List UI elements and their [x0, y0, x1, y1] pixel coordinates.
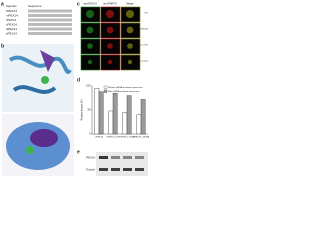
cell-signal: [87, 59, 93, 65]
panel-label: e: [77, 149, 80, 155]
alignment-row: rPEX14: [6, 18, 17, 22]
blot-band: [99, 168, 108, 171]
cell-signal: [86, 26, 94, 34]
alignment-row: xPEX14: [6, 22, 17, 26]
blot-band: [135, 156, 144, 159]
row-label: siPEX14 +WT: [134, 45, 148, 47]
column-label: anti-PMP70: [103, 2, 117, 6]
alignment-row: mPEX14: [6, 13, 18, 17]
cell-signal: [107, 59, 113, 65]
y-tick-label: 50: [88, 108, 91, 112]
panel-label: d: [77, 77, 80, 83]
bar: [98, 91, 104, 135]
x-tick-label: siPEX14: [95, 137, 104, 139]
cell-signal: [106, 26, 114, 34]
cell-signal: [107, 43, 113, 49]
sequence-bar: [28, 32, 72, 35]
helix: [12, 85, 57, 94]
residue: [41, 76, 49, 84]
x-tick-label: siPEX14 +W53A: [133, 136, 150, 139]
alignment-row: yPEX14: [6, 31, 17, 35]
residue: [26, 146, 34, 154]
bar: [136, 114, 142, 135]
cell-signal: [87, 43, 93, 49]
blot-label: Tubulin: [86, 168, 96, 172]
sequence-bar: [28, 18, 72, 22]
alignment-header: Species: [6, 4, 17, 8]
figure: a b c d e Species Sequence hPEX14mPEX14rPEX14xP…: [1, 1, 150, 176]
sequence-bar: [28, 14, 72, 17]
cell-signal: [127, 59, 133, 65]
panel-label: c: [77, 1, 80, 7]
bar: [112, 92, 118, 135]
y-tick-label: 100: [86, 84, 91, 88]
row-label: WT: [145, 13, 149, 15]
x-tick-label: siPEX14 +WT: [106, 137, 120, 139]
column-label: anti-PEX14: [83, 2, 97, 6]
cell-signal: [106, 10, 114, 18]
blot-band: [111, 168, 120, 171]
blot-label: PEX14: [86, 156, 95, 160]
panel-label: a: [1, 1, 4, 7]
column-label: Merge: [126, 2, 134, 6]
y-tick-label: 0: [89, 132, 91, 136]
blot-band: [123, 168, 132, 171]
blot-band: [135, 168, 144, 171]
ligand-surface: [30, 129, 58, 147]
blot-band: [123, 156, 132, 159]
cell-signal: [127, 43, 133, 49]
y-axis-label: Relative import (%): [81, 99, 84, 120]
bar: [108, 110, 114, 135]
bar: [94, 88, 100, 135]
cell-signal: [86, 10, 94, 18]
alignment-row: dPEX14: [6, 27, 17, 31]
cell-signal: [126, 26, 134, 34]
sequence-bar: [28, 9, 72, 13]
bar: [122, 112, 128, 135]
structure-ribbon: [2, 44, 74, 112]
legend-label: Without siRNA-resistant expression: [108, 86, 143, 89]
cell-signal: [126, 10, 134, 18]
sequence-bar: [28, 27, 72, 31]
x-tick-label: siPEX14 +F52A: [119, 136, 135, 139]
row-label: siPEX14: [140, 29, 149, 31]
bar: [140, 99, 146, 135]
blot: [96, 152, 148, 176]
bar: [126, 95, 132, 135]
legend-swatch: [103, 85, 108, 89]
alignment-header: Sequence: [28, 4, 42, 8]
panel-label: b: [1, 43, 4, 49]
ligand: [40, 50, 55, 72]
blot-band: [111, 156, 120, 159]
blot-band: [99, 156, 108, 159]
legend-swatch: [103, 89, 108, 93]
legend-label: With siRNA-resistant expression: [108, 90, 140, 93]
alignment-row: hPEX14: [6, 9, 17, 13]
sequence-bar: [28, 23, 72, 26]
